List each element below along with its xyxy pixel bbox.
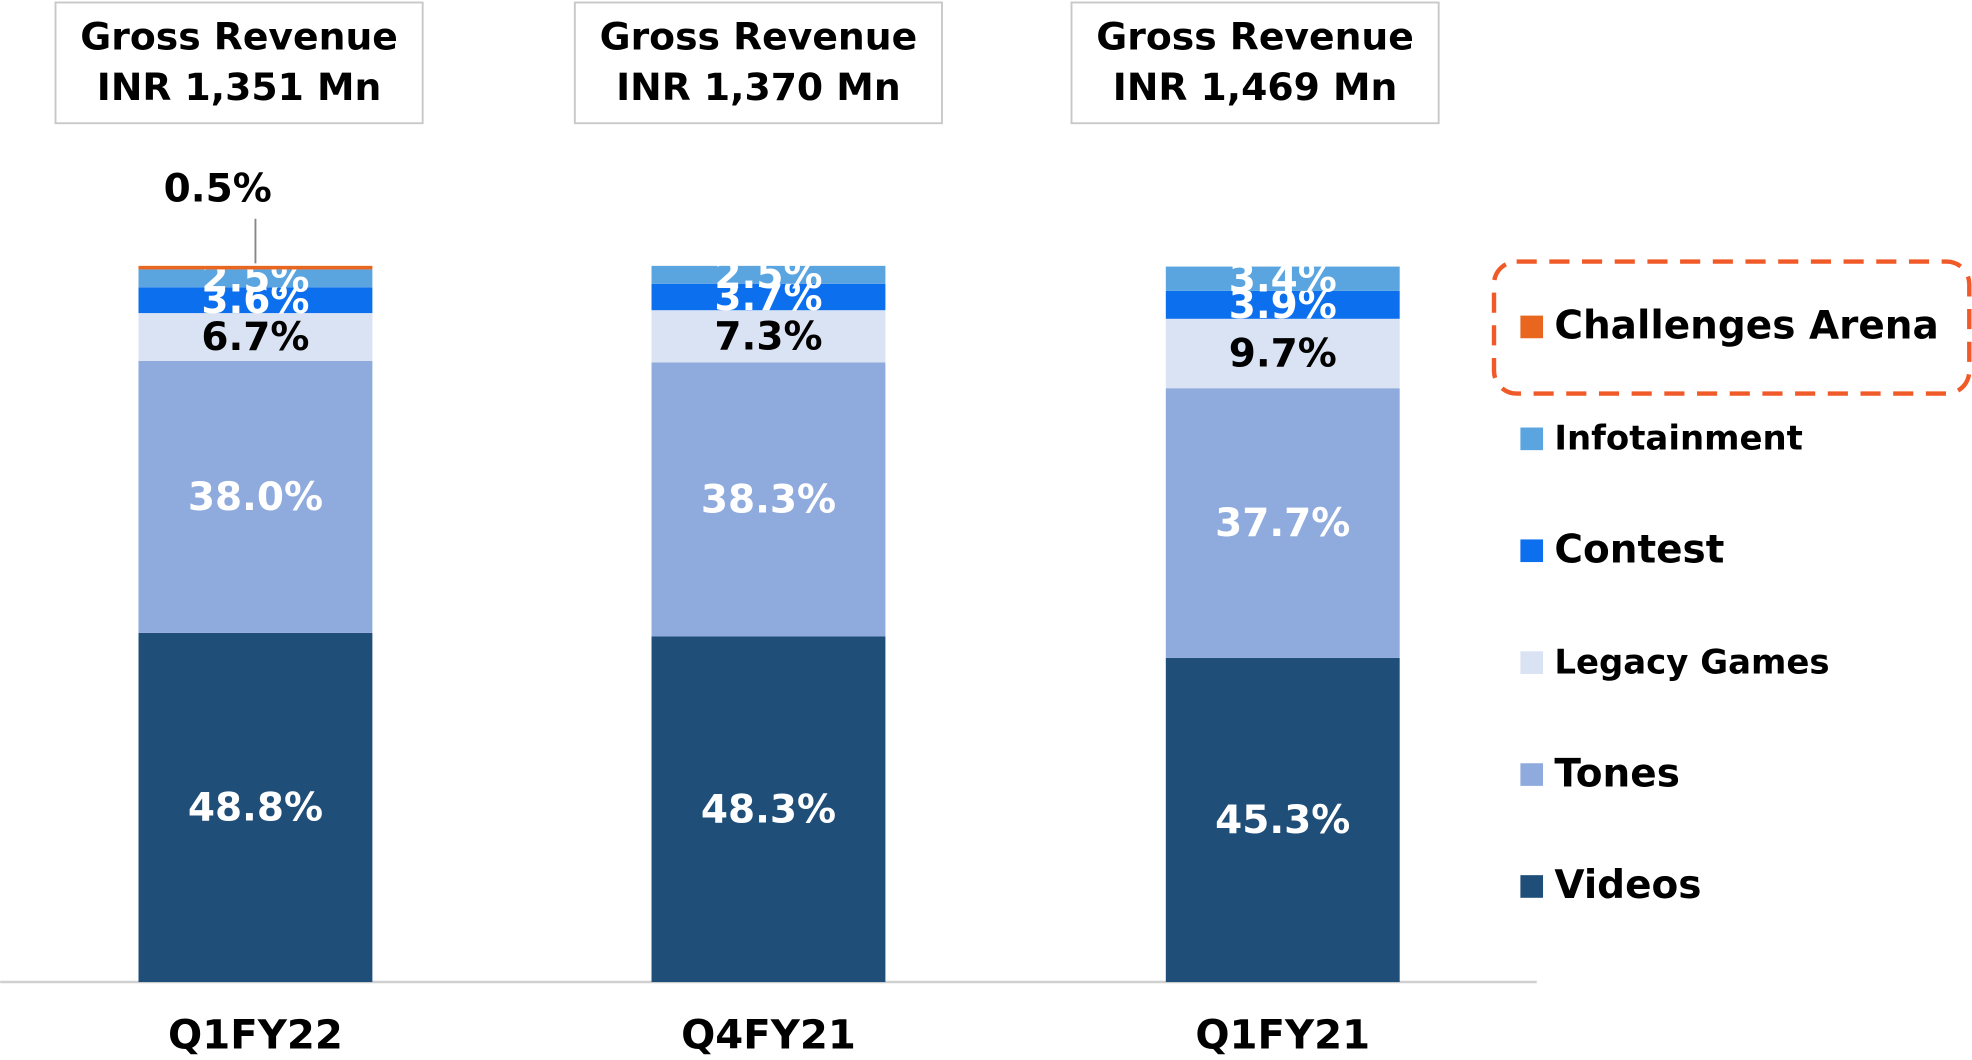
x-tick-label: Q4FY21 (681, 1012, 856, 1058)
bar-segment (651, 362, 886, 637)
legend-label: Infotainment (1554, 419, 1803, 459)
bar-segment (1165, 318, 1400, 389)
legend-swatch (1520, 315, 1544, 339)
data-label: 2.5% (201, 256, 309, 301)
bar-segment (138, 269, 373, 288)
x-tick-label: Q1FY21 (1195, 1012, 1370, 1058)
legend-label: Contest (1554, 528, 1724, 573)
bar-segment (138, 265, 373, 270)
legend-swatch (1520, 763, 1544, 786)
bar-segment (1165, 266, 1400, 291)
annotation-text: INR 1,469 Mn (1113, 65, 1398, 109)
data-label: 45.3% (1215, 798, 1350, 843)
legend-label: Tones (1554, 751, 1680, 796)
data-label: 3.4% (1229, 257, 1337, 302)
annotation-box (573, 1, 943, 125)
bar-segment (651, 265, 886, 284)
data-label: 38.0% (188, 475, 323, 520)
legend-swatch (1520, 539, 1544, 563)
annotation-title: Gross Revenue (600, 14, 918, 58)
annotation-title: Gross Revenue (1096, 14, 1414, 58)
annotation-text: INR 1,370 Mn (616, 65, 901, 109)
bar-segment (1165, 290, 1400, 319)
bar-segment (138, 287, 373, 314)
legend-swatch (1520, 875, 1544, 898)
data-label: 9.7% (1229, 332, 1337, 377)
annotation-title: Gross Revenue (80, 14, 398, 58)
highlight-box (1491, 259, 1972, 396)
annotation-box (54, 1, 424, 125)
bar-segment (138, 632, 373, 983)
bar-segment (651, 310, 886, 363)
bar-segment (651, 283, 886, 311)
legend-label: Legacy Games (1554, 642, 1829, 682)
data-label: 7.3% (714, 314, 822, 359)
legend-label: Challenges Arena (1554, 304, 1938, 349)
data-label: 6.7% (201, 315, 309, 360)
x-tick-label: Q1FY22 (168, 1012, 343, 1058)
data-label: 37.7% (1215, 501, 1350, 546)
bar-segment (1165, 388, 1400, 658)
data-label: 2.5% (714, 253, 822, 298)
data-label: 48.3% (701, 787, 836, 832)
bar-segment (1165, 657, 1400, 983)
legend-label: Videos (1554, 863, 1701, 908)
legend-swatch (1520, 427, 1544, 451)
bar-segment (138, 313, 373, 362)
annotation-box (1070, 1, 1440, 125)
data-label: 48.8% (188, 785, 323, 830)
bar-segment (138, 361, 373, 633)
data-label: 0.5% (164, 167, 272, 212)
bar-segment (651, 636, 886, 983)
legend-swatch (1520, 651, 1544, 674)
data-label: 38.3% (701, 477, 836, 522)
annotation-text: INR 1,351 Mn (97, 65, 382, 109)
